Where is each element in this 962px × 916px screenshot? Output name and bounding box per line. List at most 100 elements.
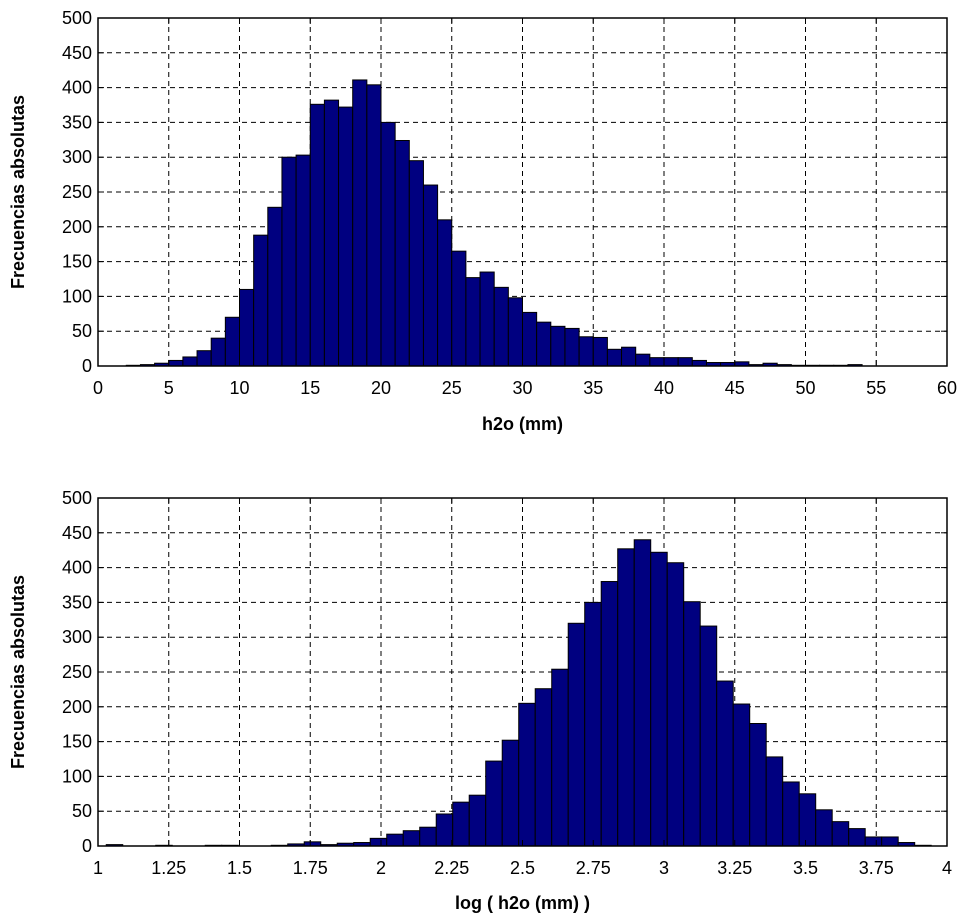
x-tick-label: 35 <box>583 378 603 398</box>
y-tick-label: 150 <box>62 732 92 752</box>
histogram-bar <box>633 539 652 847</box>
histogram-bar <box>394 139 410 367</box>
histogram-bar <box>338 106 354 367</box>
histogram-bar <box>534 688 553 847</box>
histogram-bar <box>352 79 368 367</box>
histogram-bar <box>848 828 866 847</box>
histogram-bar <box>507 297 524 367</box>
histogram-bar <box>435 813 454 847</box>
histogram-bar <box>749 723 767 847</box>
y-tick-label: 100 <box>62 766 92 786</box>
histogram-bar <box>606 348 623 367</box>
y-axis-label: Frecuencias absolutas <box>8 95 28 289</box>
x-tick-label: 30 <box>512 378 532 398</box>
x-tick-label: 50 <box>795 378 815 398</box>
histogram-bar <box>592 336 608 367</box>
histogram-bar <box>765 756 784 847</box>
x-tick-label: 3.5 <box>793 858 818 878</box>
y-tick-label: 100 <box>62 286 92 306</box>
histogram-bar <box>239 288 255 367</box>
histogram-bar <box>485 760 503 847</box>
histogram-bar <box>196 350 212 367</box>
histogram-bar <box>210 337 226 367</box>
histogram-bar <box>699 625 718 847</box>
x-tick-label: 0 <box>93 378 103 398</box>
y-tick-label: 250 <box>62 662 92 682</box>
y-tick-label: 200 <box>62 217 92 237</box>
histogram-bar <box>267 206 283 367</box>
histogram-bar <box>522 311 538 367</box>
x-axis-label: h2o (mm) <box>482 414 563 434</box>
y-tick-label: 400 <box>62 78 92 98</box>
y-tick-label: 350 <box>62 112 92 132</box>
histogram-bar <box>600 581 619 847</box>
x-tick-label: 45 <box>725 378 745 398</box>
histogram-bar <box>666 562 685 847</box>
histogram-bar <box>468 794 487 847</box>
histogram-bar <box>369 837 388 847</box>
histogram-bar <box>323 99 340 367</box>
x-tick-label: 1.25 <box>151 858 186 878</box>
histogram-bar <box>465 277 481 367</box>
histogram-bar <box>567 622 586 847</box>
axis-ticks: 1 1.25 1.5 1.75 2 2.25 2.5 2.75 3 3.25 3.5 3.75 4 0 50… <box>62 488 952 878</box>
x-tick-label: 3 <box>659 858 669 878</box>
histogram-bar <box>452 801 470 847</box>
histogram-bar <box>551 668 569 847</box>
x-tick-label: 15 <box>300 378 320 398</box>
histogram-bar <box>224 316 241 367</box>
y-tick-label: 200 <box>62 697 92 717</box>
x-tick-label: 2.25 <box>434 858 469 878</box>
y-tick-label: 0 <box>82 836 92 856</box>
x-tick-label: 60 <box>937 378 957 398</box>
y-tick-label: 300 <box>62 627 92 647</box>
histogram-bar <box>309 103 325 367</box>
histogram-bar <box>366 84 382 367</box>
y-tick-label: 50 <box>72 801 92 821</box>
histogram-bar <box>419 826 437 847</box>
histogram-bar <box>584 601 602 847</box>
histogram-bar <box>578 336 594 367</box>
y-tick-label: 150 <box>62 252 92 272</box>
x-tick-label: 1.75 <box>293 858 328 878</box>
x-tick-label: 1.5 <box>227 858 252 878</box>
histogram-bar <box>479 271 495 367</box>
histogram-bar <box>864 836 883 847</box>
x-tick-label: 2.75 <box>576 858 611 878</box>
x-axis-label: log ( h2o (mm) ) <box>455 893 590 913</box>
histogram-bar <box>422 184 439 367</box>
histogram-bar <box>550 325 566 367</box>
histogram-bar <box>402 830 421 847</box>
histogram-bar <box>649 357 665 367</box>
histogram-bar <box>451 250 467 367</box>
y-tick-label: 300 <box>62 147 92 167</box>
x-tick-label: 1 <box>93 858 103 878</box>
y-tick-label: 350 <box>62 592 92 612</box>
histogram-bar <box>881 836 899 847</box>
y-tick-label: 500 <box>62 8 92 28</box>
histogram-bar <box>732 703 751 847</box>
histogram-bar <box>408 160 424 367</box>
histogram-bar <box>281 156 297 367</box>
histogram-bar <box>493 286 509 367</box>
x-tick-label: 2 <box>376 858 386 878</box>
y-tick-label: 500 <box>62 488 92 508</box>
histogram-bar <box>683 601 701 847</box>
histogram-bar <box>691 359 707 367</box>
x-tick-label: 3.25 <box>717 858 752 878</box>
histogram-h2o-panel: 0 5 10 15 20 25 30 35 40 45 50 55 60 0 50 100 150 200 250 3… <box>8 8 957 434</box>
x-tick-label: 4 <box>942 858 952 878</box>
histogram-bar <box>564 327 580 367</box>
histogram-bar <box>782 781 800 847</box>
x-tick-label: 25 <box>442 378 462 398</box>
histogram-bar <box>168 359 184 367</box>
histogram-bar <box>253 234 269 367</box>
x-tick-label: 2.5 <box>510 858 535 878</box>
histogram-bar <box>650 551 668 847</box>
histogram-bar <box>295 154 311 367</box>
histogram-bar <box>677 357 693 367</box>
histogram-bar <box>663 357 679 367</box>
histogram-bar <box>182 356 198 367</box>
x-tick-label: 55 <box>866 378 886 398</box>
y-tick-label: 0 <box>82 356 92 376</box>
